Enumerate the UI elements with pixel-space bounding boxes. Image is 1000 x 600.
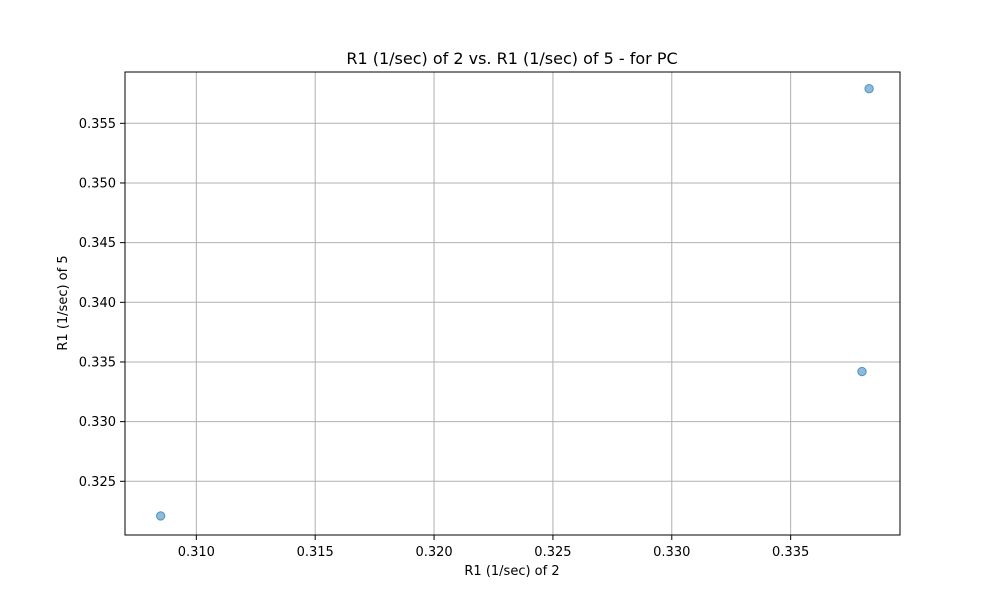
x-tick-label: 0.335 xyxy=(772,545,809,560)
y-tick-label: 0.345 xyxy=(79,236,116,251)
x-axis-label: R1 (1/sec) of 2 xyxy=(464,564,559,579)
data-point xyxy=(155,511,166,521)
y-tick-label: 0.335 xyxy=(79,355,116,370)
x-axis-ticks: 0.310 0.315 0.320 0.325 0.330 0.335 xyxy=(178,535,809,560)
y-axis-label: R1 (1/sec) of 5 xyxy=(56,255,71,350)
data-points xyxy=(155,84,874,521)
chart-title: R1 (1/sec) of 2 vs. R1 (1/sec) of 5 - fo… xyxy=(346,49,677,68)
y-tick-label: 0.340 xyxy=(79,296,116,311)
y-tick-label: 0.325 xyxy=(79,475,116,490)
plot-frame xyxy=(124,71,901,536)
y-tick-label: 0.355 xyxy=(79,117,116,132)
y-tick-label: 0.350 xyxy=(79,176,116,191)
y-tick-label: 0.330 xyxy=(79,415,116,430)
data-point xyxy=(857,366,867,377)
x-tick-label: 0.320 xyxy=(415,545,452,560)
x-tick-label: 0.330 xyxy=(653,545,690,560)
grid xyxy=(125,72,900,535)
data-point xyxy=(864,84,874,94)
x-tick-label: 0.310 xyxy=(178,545,215,560)
x-tick-label: 0.315 xyxy=(297,545,334,560)
y-axis-ticks: 0.325 0.330 0.335 0.340 0.345 0.350 0.355 xyxy=(79,117,125,490)
x-tick-label: 0.325 xyxy=(534,545,571,560)
